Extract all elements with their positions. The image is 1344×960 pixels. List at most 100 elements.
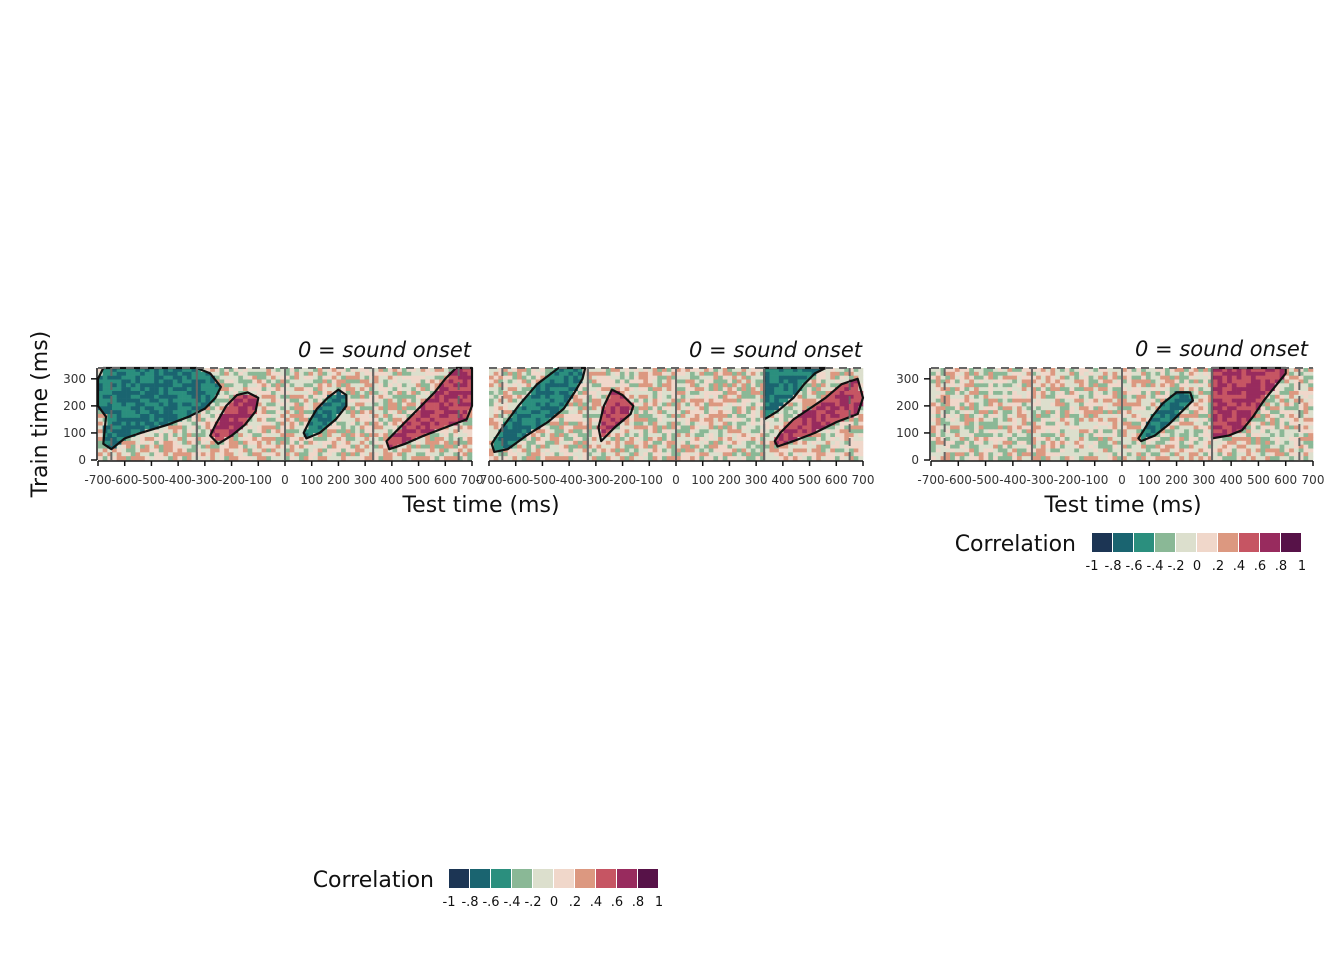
heatmap-cell — [713, 444, 719, 449]
heatmap-cell — [116, 456, 122, 461]
heatmap-cell — [839, 406, 845, 411]
heatmap-cell — [806, 414, 812, 419]
heatmap-cell — [205, 429, 211, 434]
heatmap-cell — [252, 417, 258, 422]
heatmap-cell — [1284, 379, 1290, 384]
heatmap-cell — [1184, 398, 1190, 403]
heatmap-cell — [741, 414, 747, 419]
heatmap-cell — [462, 391, 468, 396]
heatmap-cell — [336, 417, 342, 422]
heatmap-cell — [1274, 371, 1280, 376]
heatmap-cell — [392, 433, 398, 438]
heatmap-cell — [387, 421, 393, 426]
heatmap-cell — [1012, 368, 1018, 373]
heatmap-cell — [596, 456, 602, 461]
heatmap-cell — [242, 456, 248, 461]
heatmap-cell — [219, 452, 225, 457]
heatmap-cell — [1246, 414, 1252, 419]
marker-lines-left — [98, 367, 472, 460]
heatmap-cell — [535, 452, 541, 457]
heatmap-cell — [498, 398, 504, 403]
heatmap-cell — [373, 410, 379, 415]
heatmap-cell — [270, 383, 276, 388]
heatmap-cell — [605, 425, 611, 430]
heatmap-cell — [676, 417, 681, 422]
heatmap-cell — [364, 425, 370, 430]
heatmap-cell — [411, 391, 417, 396]
heatmap-cell — [448, 379, 454, 384]
heatmap-cell — [940, 394, 946, 399]
heatmap-cell — [299, 371, 304, 376]
heatmap-cell — [945, 398, 951, 403]
heatmap-cell — [610, 414, 616, 419]
heatmap-cell — [172, 456, 178, 461]
heatmap-cell — [521, 456, 527, 461]
heatmap-cell — [144, 414, 150, 419]
heatmap-cell — [587, 398, 593, 403]
heatmap-cell — [811, 437, 817, 442]
heatmap-cell — [1207, 406, 1214, 411]
heatmap-cell — [517, 448, 523, 453]
heatmap-cell — [1270, 394, 1276, 399]
heatmap-cell — [825, 371, 831, 376]
heatmap-cell — [285, 444, 290, 449]
heatmap-cell — [853, 456, 859, 461]
heatmap-cell — [545, 391, 551, 396]
heatmap-cell — [420, 417, 426, 422]
heatmap-cell — [102, 440, 108, 445]
heatmap-cell — [1289, 414, 1295, 419]
heatmap-cell — [629, 379, 635, 384]
heatmap-cell — [778, 391, 784, 396]
heatmap-cell — [369, 398, 375, 403]
heatmap-cell — [364, 375, 370, 380]
heatmap-cell — [392, 375, 398, 380]
heatmap-cell — [420, 375, 426, 380]
heatmap-cell — [755, 402, 761, 407]
heatmap-cell — [1198, 391, 1204, 396]
heatmap-cell — [168, 387, 174, 392]
heatmap-cell — [1064, 406, 1070, 411]
heatmap-cell — [121, 425, 127, 430]
heatmap-cell — [853, 425, 859, 430]
heatmap-cell — [638, 406, 644, 411]
heatmap-cell — [144, 368, 150, 373]
heatmap-cell — [545, 402, 551, 407]
heatmap-cell — [1079, 368, 1085, 373]
heatmap-cell — [242, 371, 248, 376]
heatmap-cell — [652, 383, 658, 388]
heatmap-cell — [149, 402, 155, 407]
heatmap-cell — [959, 379, 965, 384]
heatmap-cell — [1260, 402, 1266, 407]
heatmap-cell — [1203, 371, 1209, 376]
heatmap-cell — [238, 456, 244, 461]
x-tick-label: -400 — [556, 473, 583, 487]
heatmap-cell — [605, 444, 611, 449]
heatmap-cell — [107, 410, 113, 415]
heatmap-cell — [945, 391, 951, 396]
heatmap-cell — [1246, 379, 1252, 384]
heatmap-cell — [596, 440, 602, 445]
heatmap-cell — [811, 406, 817, 411]
heatmap-cell — [983, 410, 989, 415]
heatmap-cell — [289, 414, 295, 419]
heatmap-cell — [959, 398, 965, 403]
heatmap-cell — [364, 414, 370, 419]
heatmap-cell — [392, 417, 398, 422]
heatmap-cell — [1007, 375, 1013, 380]
heatmap-cell — [172, 402, 178, 407]
heatmap-cell — [507, 410, 513, 415]
heatmap-cell — [661, 414, 667, 419]
heatmap-cell — [280, 414, 286, 419]
heatmap-cell — [331, 406, 337, 411]
heatmap-cell — [554, 406, 560, 411]
heatmap-cell — [797, 417, 803, 422]
heatmap-cell — [355, 448, 361, 453]
heatmap-cell — [1227, 383, 1233, 388]
heatmap-cell — [322, 429, 328, 434]
heatmap-cell — [605, 440, 611, 445]
heatmap-cell — [439, 444, 445, 449]
heatmap-cell — [834, 406, 840, 411]
heatmap-cell — [507, 371, 513, 376]
heatmap-cell — [755, 410, 761, 415]
heatmap-cell — [116, 391, 122, 396]
